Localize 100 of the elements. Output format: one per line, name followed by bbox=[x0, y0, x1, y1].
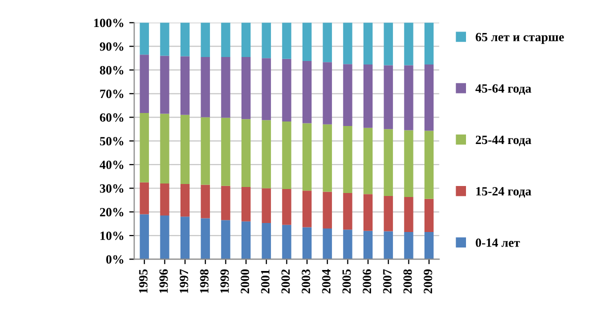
bar bbox=[180, 216, 190, 260]
bar bbox=[404, 130, 414, 197]
legend-label: 15-24 года bbox=[476, 187, 532, 198]
bar bbox=[241, 22, 251, 57]
bar bbox=[180, 22, 190, 56]
y-tick-label: 30% bbox=[100, 184, 124, 193]
bar bbox=[384, 231, 393, 260]
bar bbox=[343, 64, 352, 126]
bar bbox=[241, 119, 251, 188]
y-tick-label: 40% bbox=[100, 160, 124, 170]
bar bbox=[282, 58, 292, 122]
bar bbox=[140, 182, 149, 214]
bar bbox=[180, 114, 190, 184]
bar bbox=[343, 22, 352, 64]
bar bbox=[343, 230, 352, 260]
x-tick-label: 1995 bbox=[139, 269, 148, 293]
bar bbox=[221, 220, 230, 260]
bar bbox=[384, 196, 393, 232]
bar bbox=[404, 232, 414, 260]
bar bbox=[302, 60, 312, 124]
bar bbox=[343, 192, 352, 230]
bar bbox=[200, 218, 210, 260]
bar bbox=[282, 188, 292, 225]
x-tick-label: 2005 bbox=[342, 269, 351, 294]
bar bbox=[363, 64, 373, 128]
bar bbox=[424, 64, 434, 131]
x-tick-label: 2001 bbox=[261, 270, 270, 294]
x-tick-label: 2008 bbox=[403, 269, 412, 294]
bar bbox=[302, 123, 312, 191]
bar bbox=[322, 124, 332, 192]
bar bbox=[200, 22, 210, 57]
bar bbox=[363, 194, 373, 231]
bar bbox=[322, 22, 332, 62]
bar bbox=[424, 232, 434, 260]
legend-label: 25-44 года bbox=[476, 136, 532, 146]
y-tick-label: 70% bbox=[100, 90, 124, 98]
legend-label: 45-64 года bbox=[475, 84, 532, 95]
bar bbox=[302, 227, 312, 260]
bar bbox=[221, 22, 230, 57]
bar bbox=[160, 56, 170, 114]
bar bbox=[180, 184, 190, 217]
bar bbox=[160, 184, 170, 216]
x-tick-label: 2000 bbox=[240, 269, 250, 294]
bar bbox=[302, 22, 312, 61]
y-tick-label: 80% bbox=[100, 66, 124, 74]
y-tick-label: 10% bbox=[100, 232, 124, 240]
bar bbox=[424, 22, 434, 65]
bar bbox=[322, 228, 332, 260]
bar bbox=[180, 56, 190, 115]
x-tick-label: 2002 bbox=[281, 269, 290, 294]
bar bbox=[262, 22, 271, 58]
y-tick-label: 100% bbox=[94, 18, 124, 28]
bar bbox=[384, 129, 393, 196]
x-tick-label: 1998 bbox=[200, 269, 208, 293]
bar bbox=[140, 214, 149, 260]
bar bbox=[262, 120, 271, 188]
bar bbox=[160, 215, 170, 260]
legend-label: 65 лет и старше bbox=[476, 32, 564, 44]
bar bbox=[282, 22, 292, 59]
bar bbox=[282, 122, 292, 189]
bar bbox=[262, 58, 271, 120]
bar bbox=[221, 56, 230, 118]
bar bbox=[200, 56, 210, 118]
bar bbox=[241, 56, 251, 120]
bar bbox=[404, 65, 414, 130]
bar bbox=[140, 113, 149, 182]
x-tick-label: 2006 bbox=[362, 269, 372, 294]
bar bbox=[363, 22, 373, 65]
bar bbox=[424, 130, 434, 199]
bar bbox=[282, 224, 292, 260]
legend-label: 0-14 лет bbox=[476, 238, 520, 247]
x-tick-label: 2003 bbox=[302, 269, 310, 294]
bar bbox=[404, 196, 414, 232]
x-tick-label: 2009 bbox=[424, 269, 432, 294]
bar bbox=[221, 118, 230, 186]
bar bbox=[160, 22, 170, 56]
bar bbox=[262, 188, 271, 224]
bar bbox=[322, 62, 332, 124]
y-tick-label: 0% bbox=[106, 255, 124, 264]
x-tick-label: 1999 bbox=[220, 269, 229, 293]
y-tick-label: 20% bbox=[100, 208, 124, 216]
y-tick-label: 60% bbox=[100, 113, 124, 122]
bar bbox=[363, 230, 373, 260]
bar bbox=[160, 114, 170, 184]
x-tick-label: 1997 bbox=[180, 269, 188, 293]
y-tick-label: 50% bbox=[100, 136, 124, 146]
bar bbox=[241, 221, 251, 260]
y-tick-label: 90% bbox=[100, 42, 124, 51]
bar bbox=[221, 186, 230, 220]
x-tick-label: 2007 bbox=[383, 269, 392, 294]
bar bbox=[343, 126, 352, 193]
bar bbox=[384, 65, 393, 130]
bar bbox=[302, 190, 312, 228]
bar bbox=[140, 22, 149, 55]
bar bbox=[241, 187, 251, 222]
bar bbox=[200, 184, 210, 218]
bar bbox=[363, 128, 373, 194]
bar bbox=[200, 117, 210, 185]
bar bbox=[424, 198, 434, 232]
x-tick-label: 1996 bbox=[159, 269, 168, 293]
